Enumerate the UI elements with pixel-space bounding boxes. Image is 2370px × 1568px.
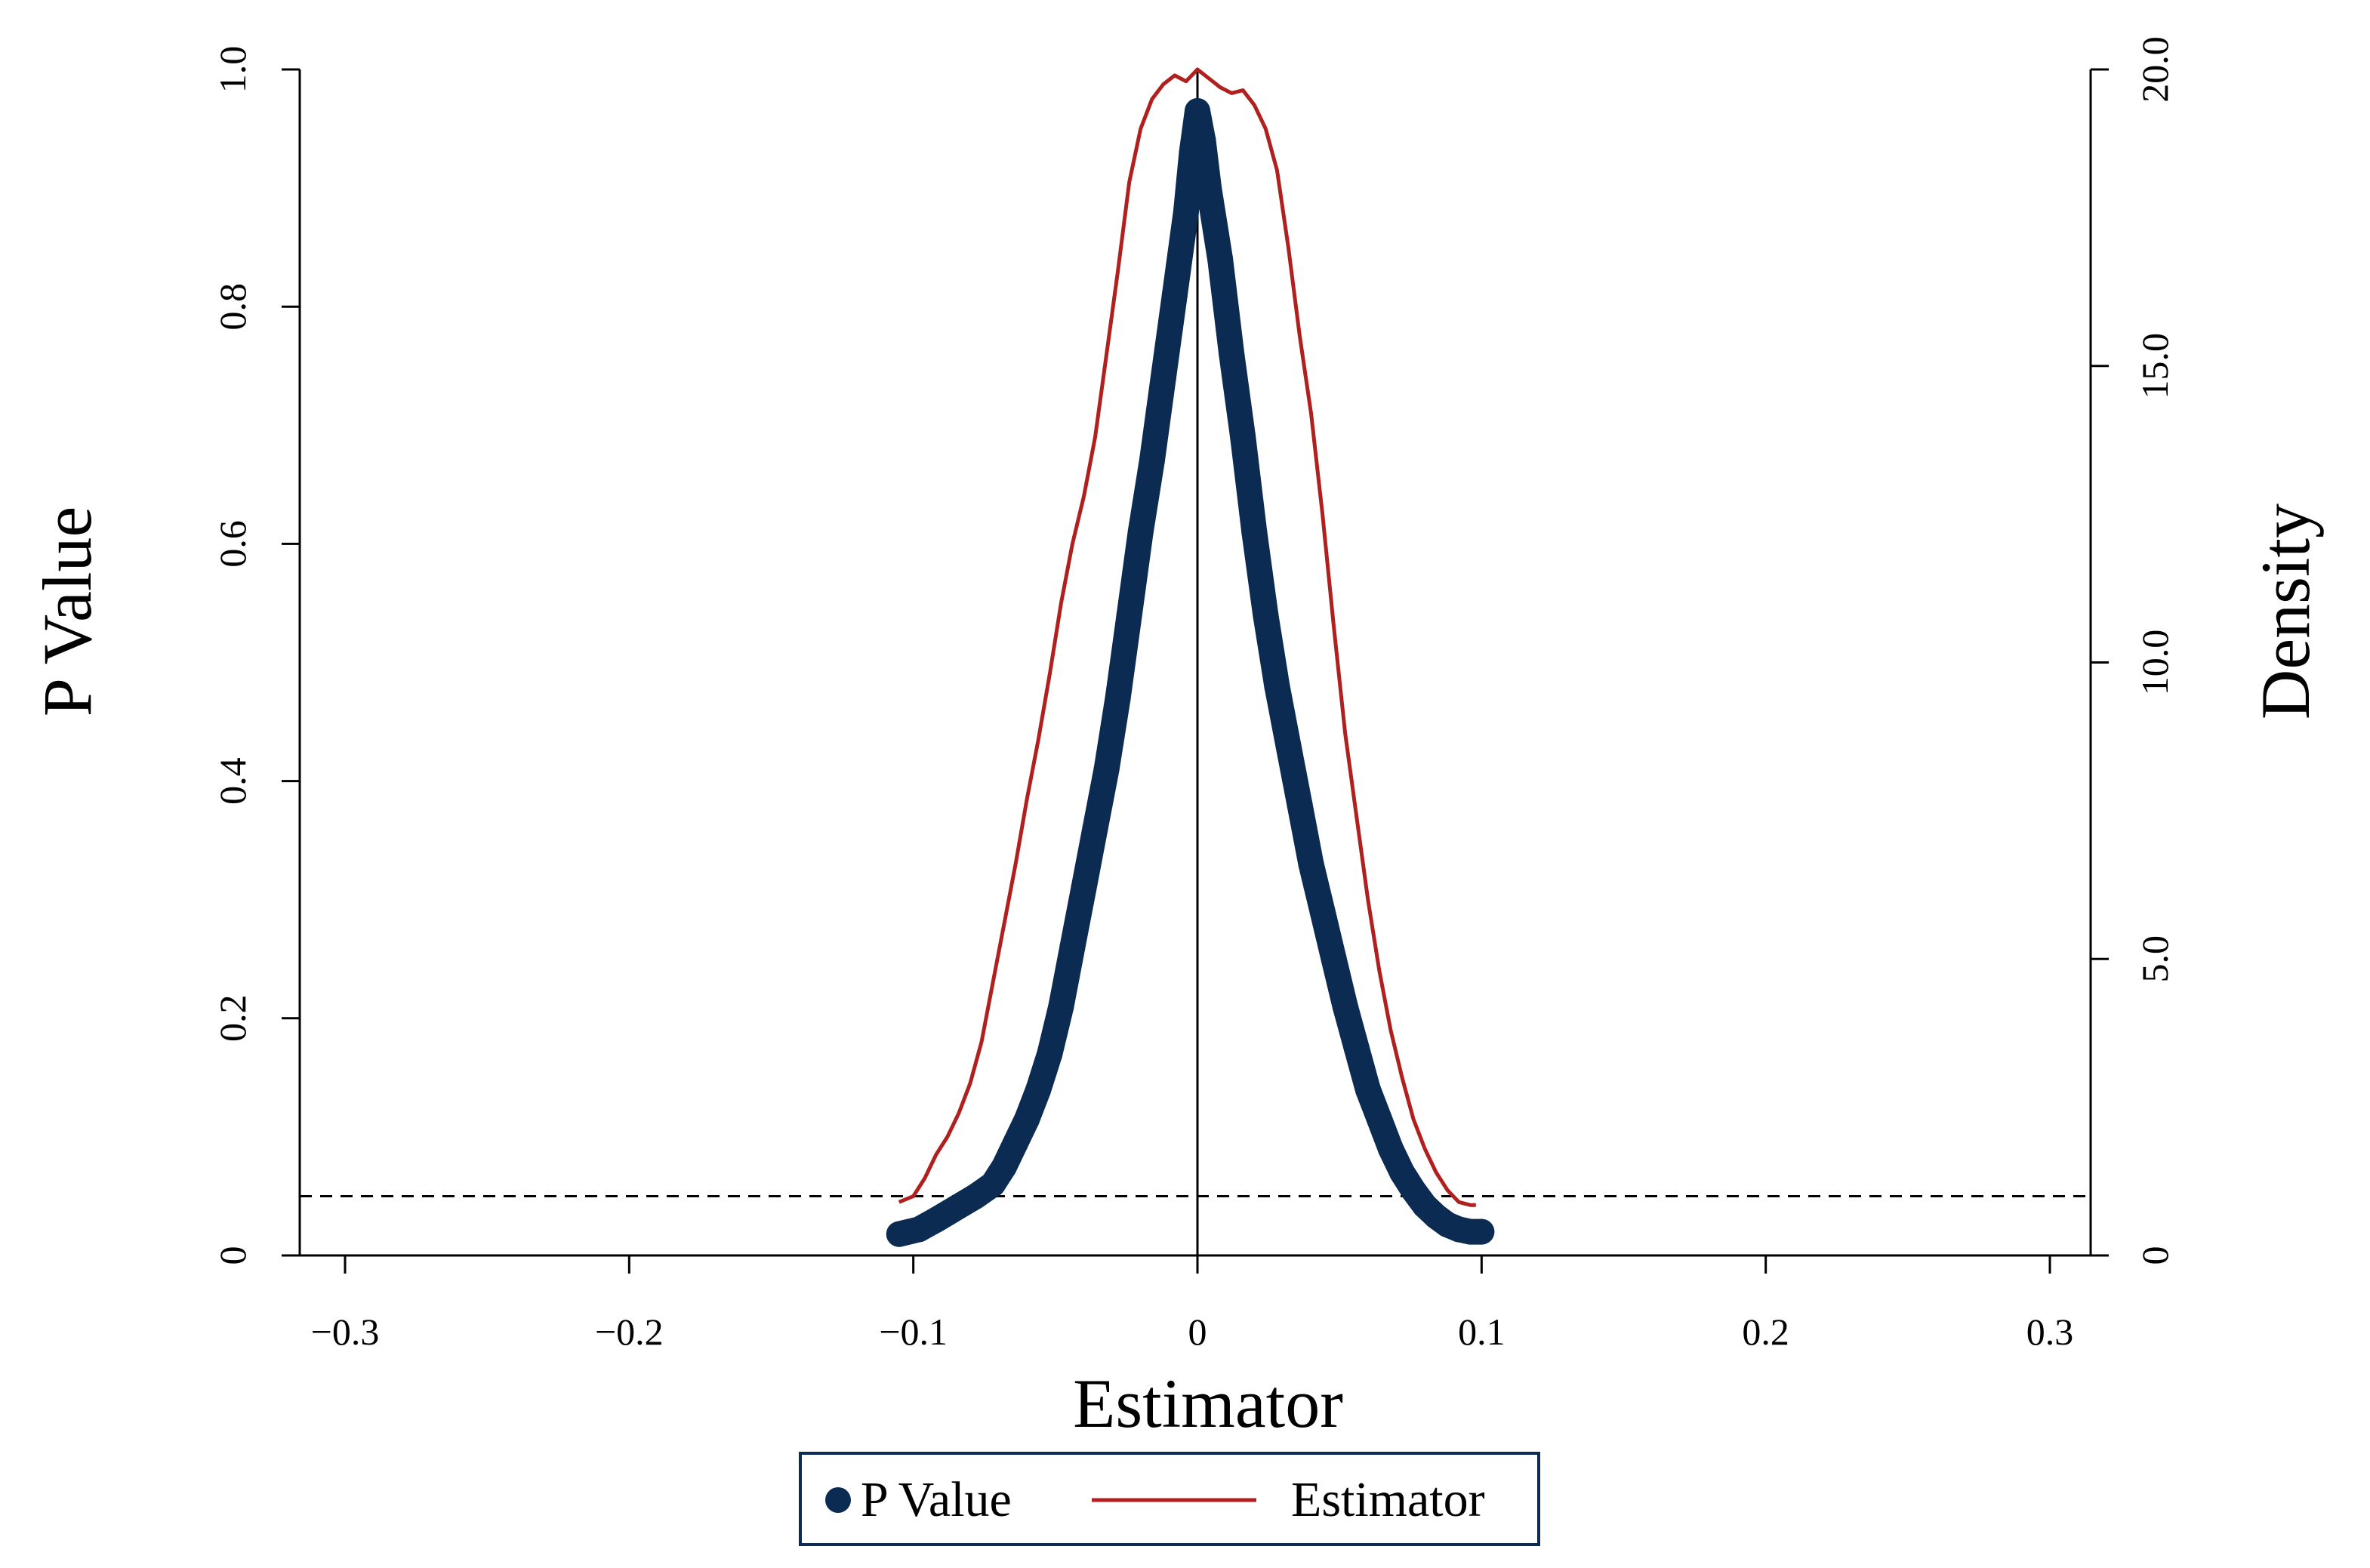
p-value-point bbox=[1014, 1106, 1040, 1132]
p-value-point bbox=[1161, 282, 1188, 308]
left-y-tick-label: 0.8 bbox=[211, 283, 254, 331]
p-value-point bbox=[1377, 1135, 1404, 1162]
p-value-point bbox=[1025, 1077, 1052, 1103]
x-axis-title: Estimator bbox=[1073, 1365, 1343, 1442]
left-y-axis-title: P Value bbox=[29, 507, 106, 717]
right-y-tick-label: 5.0 bbox=[2134, 935, 2176, 983]
legend: P Value Estimator bbox=[799, 1452, 1540, 1546]
x-tick-label: 0.2 bbox=[1742, 1311, 1789, 1353]
p-value-point bbox=[1253, 602, 1279, 628]
p-value-point bbox=[1173, 199, 1199, 225]
p-value-point bbox=[1048, 993, 1074, 1020]
p-value-point bbox=[1264, 673, 1290, 699]
p-value-point bbox=[1190, 128, 1216, 154]
x-tick-label: 0.3 bbox=[2026, 1311, 2074, 1353]
right-y-axis-title: Density bbox=[2247, 504, 2324, 719]
p-value-point bbox=[991, 1154, 1018, 1180]
right-y-tick-label: 20.0 bbox=[2134, 36, 2176, 103]
x-tick-label: 0 bbox=[1188, 1311, 1207, 1353]
left-y-tick-label: 0.2 bbox=[211, 995, 254, 1043]
right-y-tick-label: 0 bbox=[2134, 1246, 2176, 1265]
p-value-point bbox=[1241, 519, 1268, 545]
reference-lines bbox=[300, 69, 2091, 1255]
right-y-tick-label: 10.0 bbox=[2134, 630, 2176, 696]
p-value-point bbox=[1321, 946, 1347, 972]
series-layer bbox=[886, 67, 1495, 1247]
p-value-point bbox=[1071, 874, 1097, 901]
p-value-point bbox=[943, 1195, 969, 1221]
left-y-axis-ticks: 0 0.2 0.4 0.6 0.8 1.0 bbox=[211, 46, 300, 1265]
x-tick-label: −0.2 bbox=[595, 1311, 664, 1353]
x-tick-label: 0.1 bbox=[1458, 1311, 1506, 1353]
left-y-tick-label: 0.6 bbox=[211, 520, 254, 568]
p-value-point bbox=[1059, 934, 1086, 960]
p-value-point bbox=[1332, 993, 1358, 1020]
p-value-point bbox=[1230, 424, 1256, 451]
p-value-point bbox=[1003, 1129, 1029, 1156]
left-y-tick-label: 1.0 bbox=[211, 46, 254, 94]
legend-label-estimator: Estimator bbox=[1291, 1472, 1485, 1527]
p-value-point bbox=[1207, 246, 1234, 273]
p-value-point bbox=[1287, 792, 1313, 818]
p-value-point bbox=[1082, 815, 1108, 842]
p-value-point bbox=[1037, 1040, 1063, 1067]
p-value-point bbox=[1343, 1035, 1370, 1061]
p-value-point bbox=[1366, 1106, 1392, 1132]
p-value-point bbox=[1298, 851, 1324, 877]
left-y-tick-label: 0 bbox=[211, 1246, 254, 1265]
x-axis-ticks: −0.3 −0.2 −0.1 0 0.1 0.2 0.3 bbox=[311, 1255, 2074, 1353]
p-value-point bbox=[923, 1206, 949, 1233]
p-value-point bbox=[1116, 602, 1142, 628]
p-value-point bbox=[1185, 97, 1210, 124]
p-value-point bbox=[886, 1221, 912, 1247]
p-value-point bbox=[1469, 1218, 1495, 1245]
legend-label-p-value: P Value bbox=[861, 1472, 1012, 1527]
p-value-point bbox=[1219, 341, 1245, 368]
p-value-point bbox=[1275, 732, 1302, 759]
p-value-point bbox=[1127, 519, 1154, 545]
p-value-point bbox=[1150, 365, 1176, 391]
right-y-axis-ticks: 0 5.0 10.0 15.0 20.0 bbox=[2091, 36, 2176, 1265]
p-value-point bbox=[1139, 448, 1165, 474]
estimator-density-line bbox=[898, 67, 1476, 1207]
p-value-point bbox=[1105, 685, 1131, 711]
p-value-point bbox=[1309, 898, 1336, 925]
x-tick-label: −0.1 bbox=[879, 1311, 948, 1353]
p-value-point bbox=[1093, 756, 1120, 782]
legend-marker-p-value bbox=[825, 1487, 851, 1513]
left-y-tick-label: 0.4 bbox=[211, 757, 254, 805]
p-value-point bbox=[1355, 1077, 1381, 1103]
p-value-point bbox=[1196, 175, 1222, 202]
right-y-tick-label: 15.0 bbox=[2134, 333, 2176, 399]
x-tick-label: −0.3 bbox=[311, 1311, 380, 1353]
